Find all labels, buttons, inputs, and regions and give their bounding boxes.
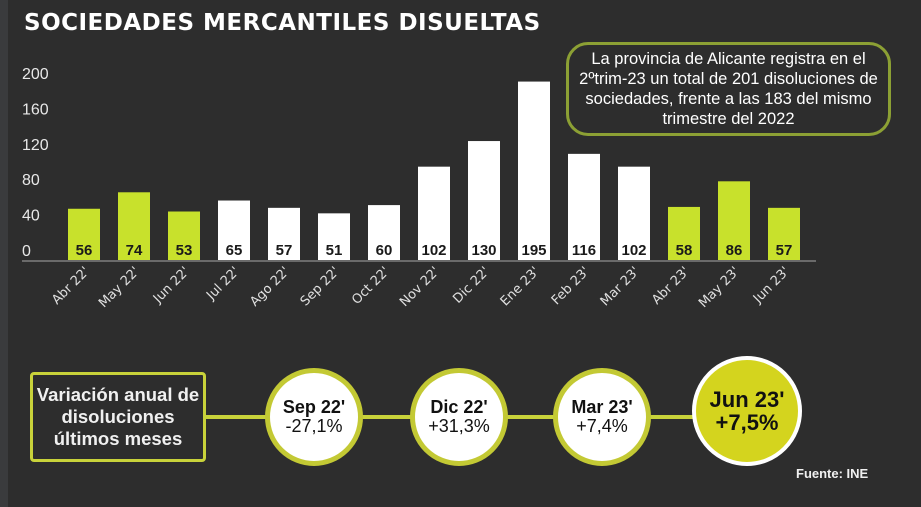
bar [768, 207, 800, 260]
variation-circle-sep22: Sep 22' -27,1% [265, 368, 363, 466]
variation-month: Mar 23' [571, 397, 633, 417]
x-tick-label: Jul 22' [203, 264, 243, 304]
x-axis-labels: Abr 22' May 22' Jun 22' Jul 22' Ago 22' Sep 2… [49, 264, 793, 311]
bar-value-label: 58 [676, 242, 693, 259]
variation-month: Dic 22' [430, 397, 488, 417]
bar-value-label: 74 [126, 242, 143, 259]
bar [668, 206, 700, 260]
variation-circle-mar23: Mar 23' +7,4% [553, 368, 651, 466]
variation-label-box: Variación anual de disoluciones últimos … [30, 372, 206, 462]
variation-month: Sep 22' [282, 397, 346, 417]
bar [268, 207, 300, 260]
x-tick-label: Sep 22' [298, 264, 343, 309]
x-tick-label: Abr 22' [49, 264, 93, 308]
source-note: Fuente: INE [796, 466, 869, 481]
bar-value-label: 56 [76, 242, 93, 259]
variation-value: +7,5% [715, 410, 779, 435]
x-tick-label: Abr 23' [649, 264, 693, 308]
bar [218, 200, 250, 260]
y-tick-label: 120 [22, 137, 49, 154]
x-tick-label: Ago 22' [247, 264, 293, 310]
summary-callout: La provincia de Alicante registra en el … [566, 42, 891, 136]
bar [468, 141, 500, 260]
x-tick-label: Dic 22' [450, 264, 492, 306]
x-tick-label: Nov 22' [397, 264, 443, 310]
bar [368, 205, 400, 260]
bar-value-label: 195 [521, 242, 546, 259]
x-tick-label: Ene 23' [498, 264, 543, 309]
x-tick-label: May 23' [696, 264, 743, 311]
x-tick-label: Feb 23' [549, 264, 593, 308]
bar [118, 192, 150, 260]
x-tick-label: Jun 22' [150, 264, 193, 307]
bar [318, 213, 350, 260]
x-tick-label: May 22' [96, 264, 143, 311]
y-tick-label: 0 [22, 243, 31, 260]
variation-circle-jun23: Jun 23' +7,5% [692, 356, 802, 466]
bar-value-label: 102 [621, 242, 646, 259]
y-axis-ticks: 200 160 120 80 40 0 [22, 66, 49, 260]
bar [518, 81, 550, 260]
left-edge-strip [0, 0, 8, 507]
bars: 56 74 53 65 57 51 60 102 130 195 116 102 58 86 57 [68, 81, 800, 260]
bar-value-label: 51 [326, 242, 343, 259]
bar [718, 181, 750, 260]
bar-value-label: 102 [421, 242, 446, 259]
bar [168, 211, 200, 260]
bar [618, 166, 650, 260]
bar-value-label: 57 [276, 242, 293, 259]
bar [568, 153, 600, 260]
bar [68, 208, 100, 260]
variation-month: Jun 23' [709, 387, 785, 412]
variation-circle-dic22: Dic 22' +31,3% [410, 368, 508, 466]
x-tick-label: Mar 23' [598, 264, 643, 309]
chart-title: SOCIEDADES MERCANTILES DISUELTAS [24, 10, 541, 36]
bar-value-label: 53 [176, 242, 193, 259]
y-tick-label: 40 [22, 208, 40, 225]
bar-value-label: 65 [226, 242, 243, 259]
bar-value-label: 86 [726, 242, 743, 259]
bar-value-label: 57 [776, 242, 793, 259]
bar-value-label: 130 [471, 242, 496, 259]
y-tick-label: 80 [22, 172, 40, 189]
x-tick-label: Jun 23' [750, 264, 793, 307]
y-tick-label: 160 [22, 101, 49, 118]
y-tick-label: 200 [22, 66, 49, 83]
variation-value: -27,1% [285, 416, 343, 436]
variation-value: +31,3% [428, 416, 490, 436]
x-tick-label: Oct 22' [349, 264, 393, 308]
variation-value: +7,4% [576, 416, 628, 436]
variation-label: Variación anual de disoluciones últimos … [36, 384, 200, 449]
bar-value-label: 116 [572, 242, 596, 259]
bar [418, 166, 450, 260]
bar-chart: 200 160 120 80 40 0 56 74 53 65 57 51 60 102 130 195 11… [22, 66, 816, 311]
bar-value-label: 60 [376, 242, 393, 259]
